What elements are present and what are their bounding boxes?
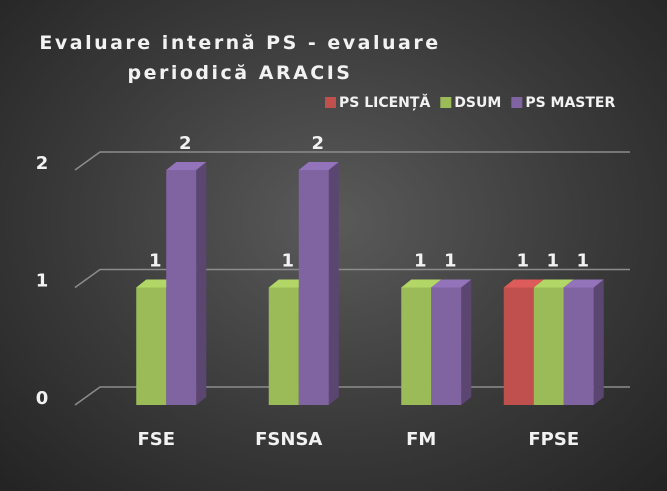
bar-front	[298, 170, 329, 405]
y-tick-label: 2	[36, 153, 49, 174]
grid-line	[74, 268, 630, 289]
data-label: 2	[179, 133, 192, 154]
legend-swatch	[511, 97, 523, 108]
bar-front	[563, 287, 594, 405]
bar	[298, 162, 339, 405]
legend-label: DSUM	[454, 95, 501, 111]
data-label: 1	[516, 251, 529, 272]
x-tick-label: FSNSA	[255, 429, 322, 450]
bar-top	[298, 162, 339, 170]
bar-side	[328, 162, 339, 405]
x-tick-label: FM	[406, 429, 436, 450]
bar-top	[401, 279, 442, 288]
bar-front	[166, 170, 197, 405]
bar-front	[268, 287, 299, 405]
legend-swatch	[325, 97, 336, 108]
data-label: 1	[546, 251, 559, 272]
data-label: 1	[281, 251, 294, 272]
y-tick-label: 1	[36, 271, 49, 292]
bar	[563, 279, 604, 405]
bar	[166, 162, 207, 405]
bar-front	[533, 287, 564, 405]
data-label: 1	[576, 251, 589, 272]
bar-side	[461, 279, 472, 405]
bar-front	[401, 287, 432, 405]
grid-line	[74, 151, 630, 171]
legend-label: PS MASTER	[525, 95, 615, 111]
data-label: 1	[149, 251, 162, 272]
bar-top	[166, 162, 207, 170]
legend-label: PS LICENȚĂ	[339, 93, 430, 111]
bar-top	[563, 279, 604, 288]
data-label: 1	[414, 251, 427, 272]
bar-top	[533, 279, 574, 288]
data-label: 2	[311, 133, 324, 154]
bar-top	[503, 279, 544, 288]
chart-title: Evaluare internă PS - evaluare periodică…	[39, 32, 441, 84]
data-label: 1	[444, 251, 457, 272]
bar	[431, 279, 472, 405]
bar-front	[503, 287, 534, 405]
x-tick-label: FPSE	[528, 429, 579, 450]
bar-side	[196, 162, 207, 405]
bar-front	[431, 287, 462, 405]
bar-side	[593, 279, 604, 405]
x-tick-label: FSE	[137, 429, 175, 450]
legend-swatch	[440, 97, 452, 108]
bar-top	[431, 279, 472, 288]
y-tick-label: 0	[36, 388, 49, 409]
bar-front	[136, 287, 167, 405]
